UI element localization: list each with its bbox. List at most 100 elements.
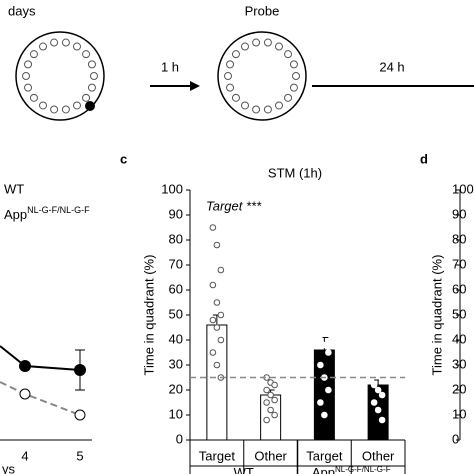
data-point bbox=[209, 316, 217, 324]
maze-hole bbox=[284, 50, 293, 59]
y-tick-label: 60 bbox=[169, 281, 183, 296]
maze-hole bbox=[263, 38, 272, 47]
y-tick-label: 80 bbox=[169, 231, 183, 246]
data-point bbox=[209, 281, 217, 289]
data-point bbox=[378, 391, 386, 399]
data-point bbox=[317, 361, 324, 369]
x-axis-label: ys bbox=[2, 461, 16, 474]
y-tick-label: 0 bbox=[176, 431, 183, 446]
app-line bbox=[0, 381, 81, 416]
maze-hole bbox=[87, 60, 96, 69]
y-tick-label: 10 bbox=[452, 406, 466, 421]
protocol-label: days bbox=[8, 3, 36, 18]
group-superscript: NL-G-F/NL-G-F bbox=[335, 465, 391, 474]
data-point bbox=[267, 406, 274, 414]
x-tick-label: Target bbox=[306, 448, 343, 463]
y-tick-label: 70 bbox=[169, 256, 183, 271]
x-tick-label: Other bbox=[362, 448, 395, 463]
data-point bbox=[321, 411, 328, 419]
group-label: WT bbox=[234, 465, 254, 474]
maze-hole bbox=[73, 42, 81, 51]
data-point bbox=[271, 411, 278, 419]
y-tick-label: 20 bbox=[169, 381, 183, 396]
maze-hole bbox=[241, 42, 249, 51]
wt-point bbox=[19, 360, 31, 372]
data-point bbox=[378, 416, 386, 424]
y-tick-label: 70 bbox=[452, 256, 466, 271]
y-tick-label: 90 bbox=[169, 206, 183, 221]
maze-hole bbox=[39, 42, 47, 51]
data-point bbox=[317, 331, 324, 339]
data-point bbox=[209, 349, 217, 356]
annotation: Target *** bbox=[206, 198, 262, 213]
arrow-head bbox=[190, 81, 200, 91]
maze-hole bbox=[50, 38, 59, 47]
interval-label: 1 h bbox=[161, 59, 179, 74]
maze-hole bbox=[61, 105, 70, 114]
y-tick-label: 30 bbox=[169, 356, 183, 371]
maze-hole bbox=[292, 72, 300, 80]
data-point bbox=[325, 386, 332, 394]
data-point bbox=[374, 406, 382, 414]
maze-hole bbox=[50, 105, 59, 114]
data-point bbox=[325, 349, 332, 356]
y-axis-label: Time in quadrant (%) bbox=[429, 255, 444, 376]
y-tick-label: 100 bbox=[452, 181, 474, 196]
legend-label: WT bbox=[4, 181, 24, 196]
panel-letter: c bbox=[120, 151, 127, 166]
maze bbox=[217, 31, 307, 121]
data-point bbox=[317, 399, 324, 406]
maze-hole bbox=[22, 72, 30, 80]
maze-hole bbox=[231, 50, 240, 59]
maze-hole bbox=[289, 60, 298, 69]
maze-hole bbox=[275, 42, 283, 51]
maze-hole bbox=[29, 93, 38, 102]
left-lines bbox=[0, 345, 92, 441]
maze-hole bbox=[252, 105, 261, 114]
y-tick-label: 20 bbox=[452, 381, 466, 396]
group-name: App bbox=[312, 465, 335, 474]
data-point bbox=[213, 299, 221, 306]
maze-hole bbox=[29, 50, 38, 59]
data-point bbox=[370, 381, 378, 389]
data-point bbox=[271, 396, 278, 404]
data-point bbox=[213, 361, 221, 369]
maze bbox=[15, 31, 105, 121]
wt-point bbox=[74, 364, 86, 376]
data-point bbox=[325, 291, 332, 299]
maze-hole bbox=[241, 101, 249, 110]
maze-hole bbox=[275, 101, 283, 110]
group-label: AppNL-G-F/NL-G-F bbox=[312, 465, 391, 474]
probe-label: Probe bbox=[245, 3, 280, 18]
y-tick-label: 80 bbox=[452, 231, 466, 246]
data-point bbox=[370, 366, 378, 374]
y-axis-label: Time in quadrant (%) bbox=[141, 255, 156, 376]
maze-hole bbox=[289, 83, 298, 92]
y-tick-label: 50 bbox=[169, 306, 183, 321]
y-tick-label: 50 bbox=[452, 306, 466, 321]
app-point bbox=[19, 388, 31, 400]
legend-label: AppNL-G-F/NL-G-F bbox=[4, 205, 90, 222]
data-point bbox=[374, 371, 382, 379]
maze-outline bbox=[15, 31, 105, 121]
maze-hole bbox=[226, 60, 235, 69]
data-point bbox=[374, 386, 382, 394]
data-point bbox=[213, 241, 221, 249]
y-tick-label: 40 bbox=[169, 331, 183, 346]
data-point bbox=[370, 399, 378, 406]
maze-hole bbox=[231, 93, 240, 102]
bar bbox=[313, 349, 335, 441]
maze-hole bbox=[24, 83, 33, 92]
y-tick-label: 60 bbox=[452, 281, 466, 296]
maze-outline bbox=[217, 31, 307, 121]
y-tick-label: 40 bbox=[452, 331, 466, 346]
y-tick-label: 0 bbox=[452, 431, 459, 446]
maze-hole bbox=[24, 60, 33, 69]
y-tick-label: 90 bbox=[452, 206, 466, 221]
maze-hole bbox=[263, 105, 272, 114]
y-tick-label: 100 bbox=[161, 181, 183, 196]
maze-hole bbox=[39, 101, 47, 110]
data-point bbox=[209, 224, 217, 231]
maze-hole bbox=[82, 93, 91, 102]
